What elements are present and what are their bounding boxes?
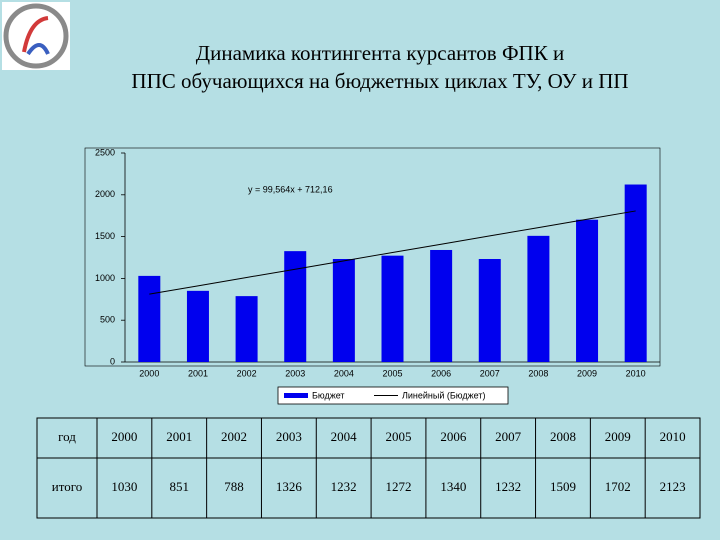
chart: 0 500 1000 1500 2000 2500 2000 2001 2002 2003 2004… — [95, 147, 660, 405]
table-cell: 1232 — [495, 479, 521, 494]
table-cell: 1232 — [331, 479, 357, 494]
trend-line — [149, 210, 636, 295]
table-cell: 1030 — [111, 479, 137, 494]
table-cell: 2008 — [550, 429, 576, 444]
x-tick-label: 2001 — [188, 368, 208, 378]
bar — [478, 259, 501, 362]
logo-stroke — [22, 16, 49, 53]
table-cell: 2007 — [495, 429, 522, 444]
x-tick-label: 2008 — [528, 368, 548, 378]
table-cell: 2006 — [440, 429, 467, 444]
table-cell: 2001 — [166, 429, 192, 444]
logo-ring — [3, 3, 69, 69]
table-cell: 851 — [169, 479, 189, 494]
table-cell: год — [58, 429, 76, 444]
x-tick-label: 2002 — [237, 368, 257, 378]
bar — [527, 235, 550, 362]
legend-label: Бюджет — [312, 390, 345, 400]
y-tick-label: 2500 — [95, 147, 115, 157]
table-cell: 1340 — [440, 479, 466, 494]
logo-stroke — [26, 43, 50, 56]
x-tick-label: 2005 — [382, 368, 402, 378]
y-tick-label: 500 — [100, 315, 115, 325]
bar — [381, 255, 404, 362]
legend-swatch — [284, 393, 308, 398]
x-tick-label: 2000 — [139, 368, 159, 378]
table-cell: 2003 — [276, 429, 302, 444]
table-cell: 2009 — [605, 429, 631, 444]
logo-bg — [2, 2, 70, 70]
x-tick-label: 2003 — [285, 368, 305, 378]
bar — [186, 290, 209, 362]
table-cell: 2002 — [221, 429, 247, 444]
table-cell: 2000 — [111, 429, 137, 444]
legend-label: Линейный (Бюджет) — [402, 390, 485, 400]
table-cell: 1702 — [605, 479, 631, 494]
y-tick-label: 2000 — [95, 189, 115, 199]
x-tick-label: 2004 — [334, 368, 354, 378]
table: год 2000 2001 2002 2003 2004 2005 2006 2007 2008 2… — [36, 417, 701, 519]
y-tick-label: 1500 — [95, 231, 115, 241]
table-cell: 2005 — [386, 429, 412, 444]
y-tick-label: 1000 — [95, 273, 115, 283]
bar — [430, 249, 453, 362]
table-frame — [36, 417, 701, 519]
chart-title: Динамика контингента курсантов ФПК и ППС … — [131, 41, 628, 93]
x-tick-label: 2010 — [626, 368, 646, 378]
bar — [284, 251, 307, 362]
table-cell: 2004 — [331, 429, 358, 444]
bar — [332, 259, 355, 362]
y-tick-label: 0 — [110, 356, 115, 366]
bar — [624, 184, 647, 362]
table-cell: 1509 — [550, 479, 576, 494]
bar — [576, 219, 599, 362]
x-tick-label: 2006 — [431, 368, 451, 378]
table-cell: 788 — [224, 479, 244, 494]
bar — [138, 275, 161, 362]
x-tick-label: 2009 — [577, 368, 597, 378]
table-cell: 1326 — [276, 479, 303, 494]
logo — [2, 2, 70, 70]
table-cell: 2123 — [660, 479, 686, 494]
bar — [235, 296, 258, 362]
x-tick-label: 2007 — [480, 368, 500, 378]
chart-frame — [84, 147, 661, 367]
table-cell: итого — [52, 479, 82, 494]
table-cell: 1272 — [386, 479, 412, 494]
table-cell: 2010 — [660, 429, 686, 444]
annotation: y = 99,564x + 712,16 — [248, 184, 333, 194]
